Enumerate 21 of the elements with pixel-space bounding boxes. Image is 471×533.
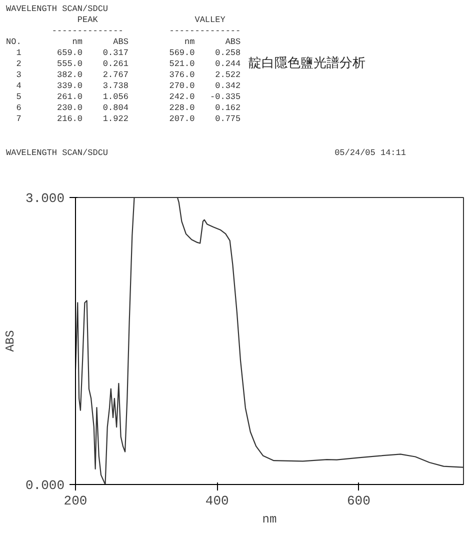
chart-title: 靛白隱色鹽光譜分析 — [248, 55, 366, 74]
x-tick-label: 200 — [64, 494, 88, 508]
chart-subtitle: WAVELENGTH SCAN/SDCU — [6, 147, 108, 160]
text: WAVELENGTH SCAN/SDCU — [6, 4, 108, 14]
text: PEAK VALLEY — [77, 15, 226, 25]
text: 5 261.0 1.056 242.0 -0.335 — [16, 92, 241, 102]
x-tick-label: 600 — [347, 494, 370, 508]
text: 7 216.0 1.922 207.0 0.775 — [16, 114, 241, 124]
y-axis-title: ABS — [3, 330, 18, 352]
text: -------------- -------------- — [52, 26, 241, 36]
y-tick-label: 3.000 — [25, 191, 65, 206]
y-tick-label: 0.000 — [25, 478, 65, 493]
text: 1 659.0 0.317 569.0 0.258 — [16, 48, 241, 58]
text: 2 555.0 0.261 521.0 0.244 — [16, 59, 241, 69]
text: 3 382.0 2.767 376.0 2.522 — [16, 70, 241, 80]
text: 6 230.0 0.804 228.0 0.162 — [16, 103, 241, 113]
x-tick-label: 400 — [205, 494, 229, 508]
x-axis-title: nm — [262, 512, 277, 526]
text: 4 339.0 3.738 270.0 0.342 — [16, 81, 241, 91]
text: 05/24/05 14:11 — [334, 147, 406, 160]
text: NO. nm ABS nm ABS — [6, 37, 241, 47]
